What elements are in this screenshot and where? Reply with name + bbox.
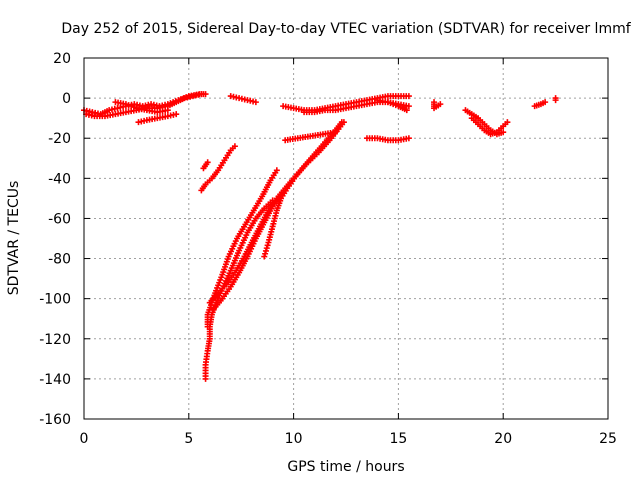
data-point: [173, 111, 180, 118]
series-arc-o: [198, 143, 238, 194]
y-tick-label: -40: [48, 171, 71, 187]
series-arc-l: [468, 115, 511, 138]
axis-ticks: 0 5 10 15 20 25 20 0 -20 -40 -60 -80 -100 -120 -140 -16…: [39, 51, 617, 447]
y-tick-label: -120: [39, 332, 71, 348]
y-tick-label: 0: [62, 91, 71, 107]
data-point: [204, 159, 211, 166]
data-point: [332, 129, 339, 136]
data-point: [542, 99, 549, 106]
plot-frame: [83, 57, 609, 420]
x-tick-label: 15: [389, 431, 407, 447]
data-point: [405, 93, 412, 100]
data-point: [263, 245, 270, 252]
y-tick-label: -80: [48, 252, 71, 268]
data-point: [198, 91, 205, 98]
x-axis-label: GPS time / hours: [287, 459, 404, 475]
series-arc-h: [363, 135, 412, 144]
y-tick-label: -20: [48, 131, 71, 147]
data-point: [340, 119, 347, 126]
y-tick-label: -160: [39, 412, 71, 428]
x-tick-label: 25: [599, 431, 617, 447]
series-arc-p: [200, 159, 211, 172]
data-point: [405, 135, 412, 142]
x-tick-label: 5: [184, 431, 193, 447]
x-tick-label: 10: [285, 431, 303, 447]
x-tick-label: 20: [494, 431, 512, 447]
y-tick-label: -140: [39, 372, 71, 388]
data-points: [81, 91, 559, 382]
series-arc-t: [210, 191, 285, 312]
series-arc-j: [431, 99, 444, 112]
y-tick-label: -60: [48, 211, 71, 227]
series-arc-v: [282, 129, 339, 144]
y-tick-label: 20: [53, 51, 71, 67]
data-point: [164, 107, 171, 114]
series-arc-u: [261, 119, 347, 260]
chart-title: Day 252 of 2015, Sidereal Day-to-day VTE…: [61, 21, 631, 37]
grid: [84, 58, 608, 419]
series-arc-n: [552, 95, 559, 104]
data-point: [252, 99, 259, 106]
data-point: [403, 107, 410, 114]
y-axis-label: SDTVAR / TECUs: [6, 181, 22, 296]
data-point: [552, 97, 559, 104]
data-point: [500, 129, 507, 136]
data-point: [405, 103, 412, 110]
series-arc-c: [112, 99, 171, 116]
data-point: [261, 253, 268, 260]
series-arc-e: [227, 93, 259, 106]
series-arc-i: [374, 97, 410, 114]
data-point: [262, 247, 269, 254]
data-point: [437, 101, 444, 108]
data-point: [231, 143, 238, 150]
data-point: [273, 167, 280, 174]
y-tick-label: -100: [39, 292, 71, 308]
data-point: [504, 119, 511, 126]
series-arc-d: [135, 111, 180, 126]
data-point: [264, 242, 271, 249]
data-point: [262, 250, 269, 257]
series-arc-m: [531, 99, 549, 110]
x-tick-label: 0: [80, 431, 89, 447]
